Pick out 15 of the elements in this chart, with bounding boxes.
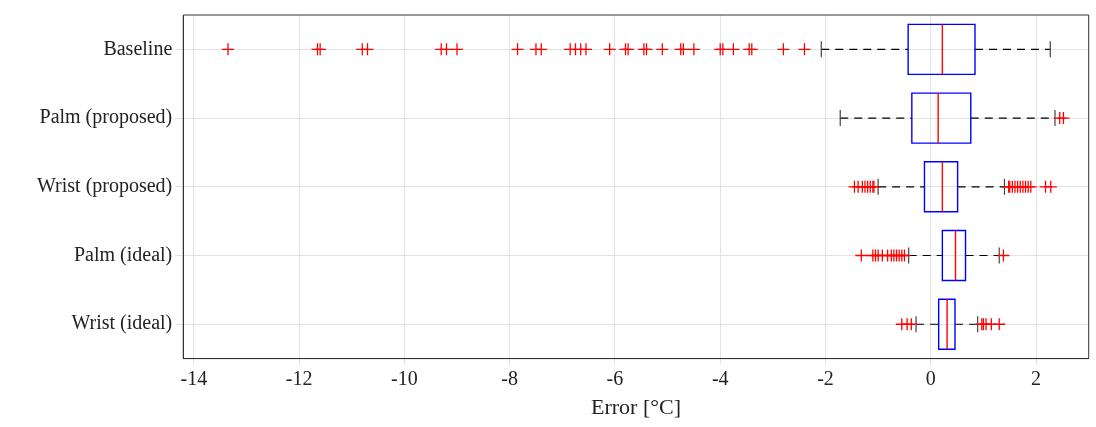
x-tick-label: 2 — [1031, 366, 1042, 389]
x-tick-label: -2 — [817, 366, 834, 389]
x-tick-label: -6 — [606, 366, 624, 389]
x-tick-label: -8 — [501, 366, 518, 389]
y-tick-label: Wrist (ideal) — [71, 311, 173, 335]
x-tick-label: 0 — [925, 366, 936, 389]
y-tick-label: Wrist (proposed) — [36, 174, 173, 198]
x-tick-label: -14 — [180, 366, 208, 389]
x-tick-label: -4 — [711, 366, 729, 389]
y-tick-label: Baseline — [103, 36, 173, 59]
x-tick-label: -10 — [391, 366, 418, 389]
y-tick-label: Palm (proposed) — [39, 105, 173, 129]
y-tick-label: Palm (ideal) — [73, 242, 173, 266]
x-tick-label: -12 — [285, 366, 313, 389]
x-axis-title: Error [°C] — [590, 393, 682, 419]
